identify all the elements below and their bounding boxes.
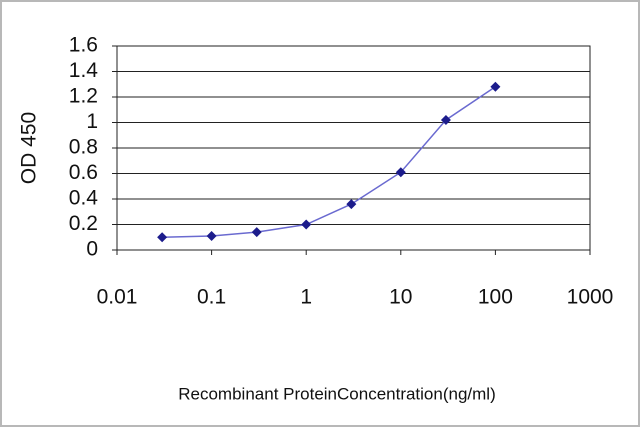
y-tick-label: 0.4 [69, 187, 99, 210]
data-point [395, 167, 406, 178]
x-tick-label: 0.1 [197, 286, 226, 309]
data-point [206, 230, 217, 241]
x-tick-label: 1 [300, 286, 312, 309]
y-tick-label: 0.6 [69, 161, 98, 184]
x-axis-label: Recombinant ProteinConcentration(ng/ml) [178, 384, 496, 403]
y-tick-label: 1.6 [69, 34, 98, 57]
data-point [490, 81, 501, 92]
y-tick-label: 0 [86, 238, 98, 261]
y-tick-label: 1.2 [69, 85, 98, 108]
x-tick-label: 0.01 [97, 286, 138, 309]
data-point [251, 227, 262, 238]
data-point [157, 232, 168, 243]
x-tick-label: 100 [478, 286, 513, 309]
y-tick-label: 1 [86, 110, 98, 133]
y-axis-label: OD 450 [18, 112, 41, 184]
data-line [162, 86, 496, 238]
x-tick-label: 10 [389, 286, 412, 309]
data-point [346, 199, 357, 210]
x-tick-label: 1000 [567, 286, 614, 309]
y-tick-label: 1.4 [69, 59, 99, 82]
data-point [440, 114, 451, 125]
y-tick-label: 0.2 [69, 212, 98, 235]
y-tick-label: 0.8 [69, 136, 98, 159]
data-point [301, 219, 312, 230]
